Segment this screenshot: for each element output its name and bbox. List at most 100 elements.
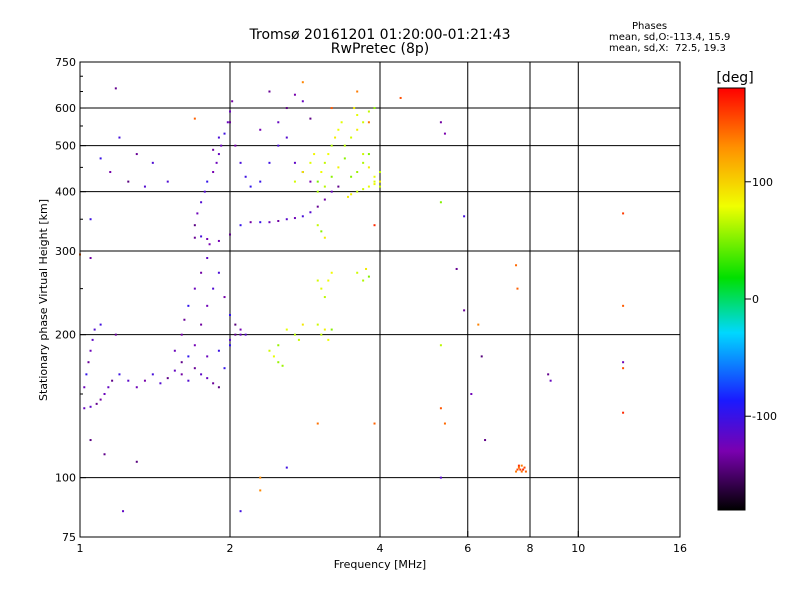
data-point [193,236,196,239]
data-point [259,476,262,479]
data-point [83,407,86,410]
data-point [439,201,442,204]
data-point [206,180,209,183]
data-point [217,271,220,274]
chart-title: Tromsø 20161201 01:20:00-01:21:43 [249,27,511,43]
data-point [379,171,381,174]
y-tick-label: 500 [55,140,76,153]
data-point [206,238,209,241]
y-tick-label: 300 [55,245,76,258]
phase-stats-x: mean, sd,X: 72.5, 19.3 [609,43,726,54]
data-point [143,379,146,382]
data-point [350,175,353,178]
data-point [320,333,323,336]
data-point [173,369,176,372]
data-point [193,117,196,120]
data-point [234,333,237,336]
data-point [522,468,525,471]
data-point [103,453,106,456]
data-point [301,100,304,103]
data-point [277,219,280,222]
data-point [217,153,220,156]
data-point [373,107,376,110]
data-point [520,470,523,473]
y-tick-label: 600 [55,102,76,115]
data-point [356,128,359,131]
data-point [212,287,215,290]
data-point [340,121,343,124]
data-point [463,309,466,312]
data-point [135,460,138,463]
data-point [281,364,284,367]
data-points [79,81,625,513]
data-point [439,121,442,124]
data-point [379,185,381,188]
data-point [516,287,519,290]
data-point [297,338,300,341]
data-point [439,344,442,347]
data-point [203,190,206,193]
data-point [356,90,359,93]
data-point [111,379,114,382]
data-point [229,233,231,236]
data-point [373,175,376,178]
data-point [301,323,304,326]
data-point [99,157,102,160]
data-point [367,275,370,278]
data-point [212,171,215,174]
data-point [151,373,154,376]
data-point [356,190,359,193]
phase-stats-header: Phases [632,21,668,32]
data-point [323,161,326,164]
data-point [89,218,92,221]
data-point [196,212,199,215]
x-tick-label: 8 [527,542,534,555]
data-point [107,386,110,389]
data-point [362,153,365,156]
data-point [193,224,196,227]
data-point [293,217,296,220]
colorbar [717,87,746,511]
data-point [200,271,203,274]
data-point [103,393,106,396]
data-point [330,107,333,110]
data-point [373,224,376,227]
data-point [622,411,625,414]
x-tick-label: 1 [77,542,84,555]
data-point [362,121,365,124]
data-point [180,333,183,336]
data-point [259,180,262,183]
data-point [83,386,86,389]
data-point [114,87,117,90]
data-point [223,367,226,370]
data-point [285,218,288,221]
data-point [272,355,275,358]
colorbar-label: [deg] [716,70,753,86]
data-point [316,190,319,193]
data-point [367,166,370,169]
data-point [285,136,288,139]
data-point [95,402,98,405]
data-point [217,386,220,389]
data-point [206,257,209,260]
data-point [293,161,296,164]
colorbar-tick-label: -100 [752,410,777,423]
data-point [356,271,359,274]
data-point [484,439,487,442]
data-point [327,153,330,156]
data-point [180,373,183,376]
data-point [301,171,304,174]
colorbar-tick-label: 100 [752,176,773,189]
data-point [524,470,527,473]
data-point [523,466,526,469]
data-point [220,144,223,147]
axis-tick-labels: 1 2 4 6 8 10 16 75 100 200 300 400 500 600 750 [55,56,687,555]
data-point [89,439,92,442]
data-point [183,318,186,321]
data-point [239,328,242,331]
data-point [206,377,209,380]
data-point [89,349,92,352]
data-point [516,468,519,471]
data-point [200,323,203,326]
data-point [212,382,215,385]
